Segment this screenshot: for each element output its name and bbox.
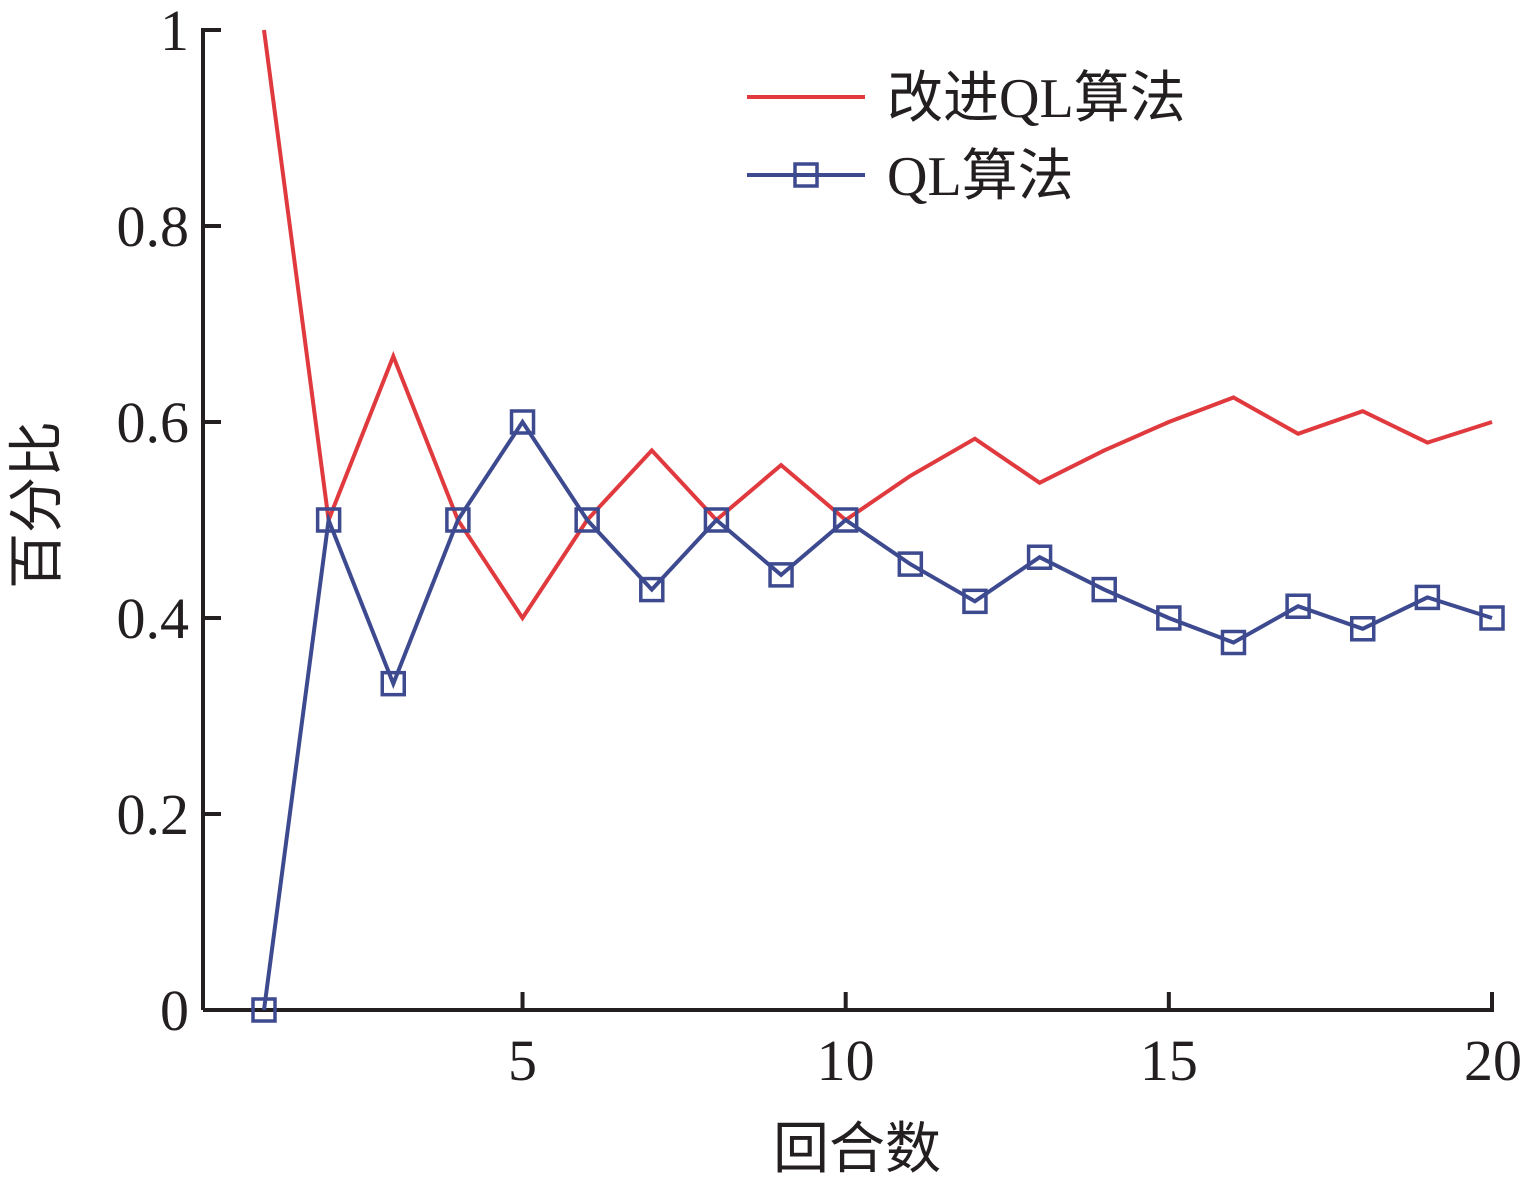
- y-tick-label: 0.8: [117, 194, 190, 259]
- series-2: [251, 409, 1505, 1023]
- legend-entry: 改进QL算法: [747, 68, 1186, 130]
- series-line: [262, 29, 1493, 622]
- legend-marker: [793, 162, 819, 188]
- tick-marks: 00.20.40.60.815 10 15 20: [117, 0, 1523, 1093]
- x-tick-label: 20: [1464, 1028, 1522, 1093]
- data-point: [1156, 605, 1182, 631]
- axes: [201, 28, 1494, 1012]
- data-point: [1026, 544, 1053, 570]
- data-point: [639, 576, 665, 603]
- data-point: [1285, 593, 1311, 619]
- y-tick-label: 0.6: [117, 390, 190, 455]
- data-point: [1349, 616, 1376, 642]
- series-1: [262, 29, 1493, 622]
- data-point: [1091, 576, 1117, 603]
- legend: 改进QL算法 QL算法: [747, 68, 1186, 208]
- series-group: [251, 29, 1505, 1023]
- x-axis-title: 回合数: [773, 1119, 941, 1177]
- y-tick-label: 1: [160, 0, 189, 63]
- data-point: [380, 670, 407, 697]
- data-point: [445, 507, 471, 533]
- x-tick-label: 5: [508, 1028, 537, 1093]
- data-point: [509, 409, 536, 435]
- data-point: [251, 997, 277, 1023]
- x-tick-label: 15: [1140, 1028, 1198, 1093]
- data-point: [703, 507, 730, 533]
- data-point: [315, 507, 342, 533]
- legend-label: QL算法: [887, 146, 1074, 208]
- y-tick-label: 0.4: [117, 586, 190, 651]
- data-point: [574, 507, 600, 533]
- data-point: [1414, 584, 1441, 611]
- data-point: [768, 562, 794, 588]
- data-point: [1220, 629, 1247, 656]
- data-point: [832, 507, 859, 533]
- data-point: [897, 551, 924, 577]
- y-axis-title: 百分比: [7, 421, 69, 589]
- legend-entry: QL算法: [747, 146, 1074, 208]
- x-tick-label: 10: [817, 1028, 875, 1093]
- data-point: [962, 588, 988, 615]
- y-tick-label: 0: [160, 978, 189, 1043]
- y-tick-label: 0.2: [117, 782, 190, 847]
- legend-label: 改进QL算法: [887, 68, 1186, 130]
- data-point: [1479, 605, 1505, 631]
